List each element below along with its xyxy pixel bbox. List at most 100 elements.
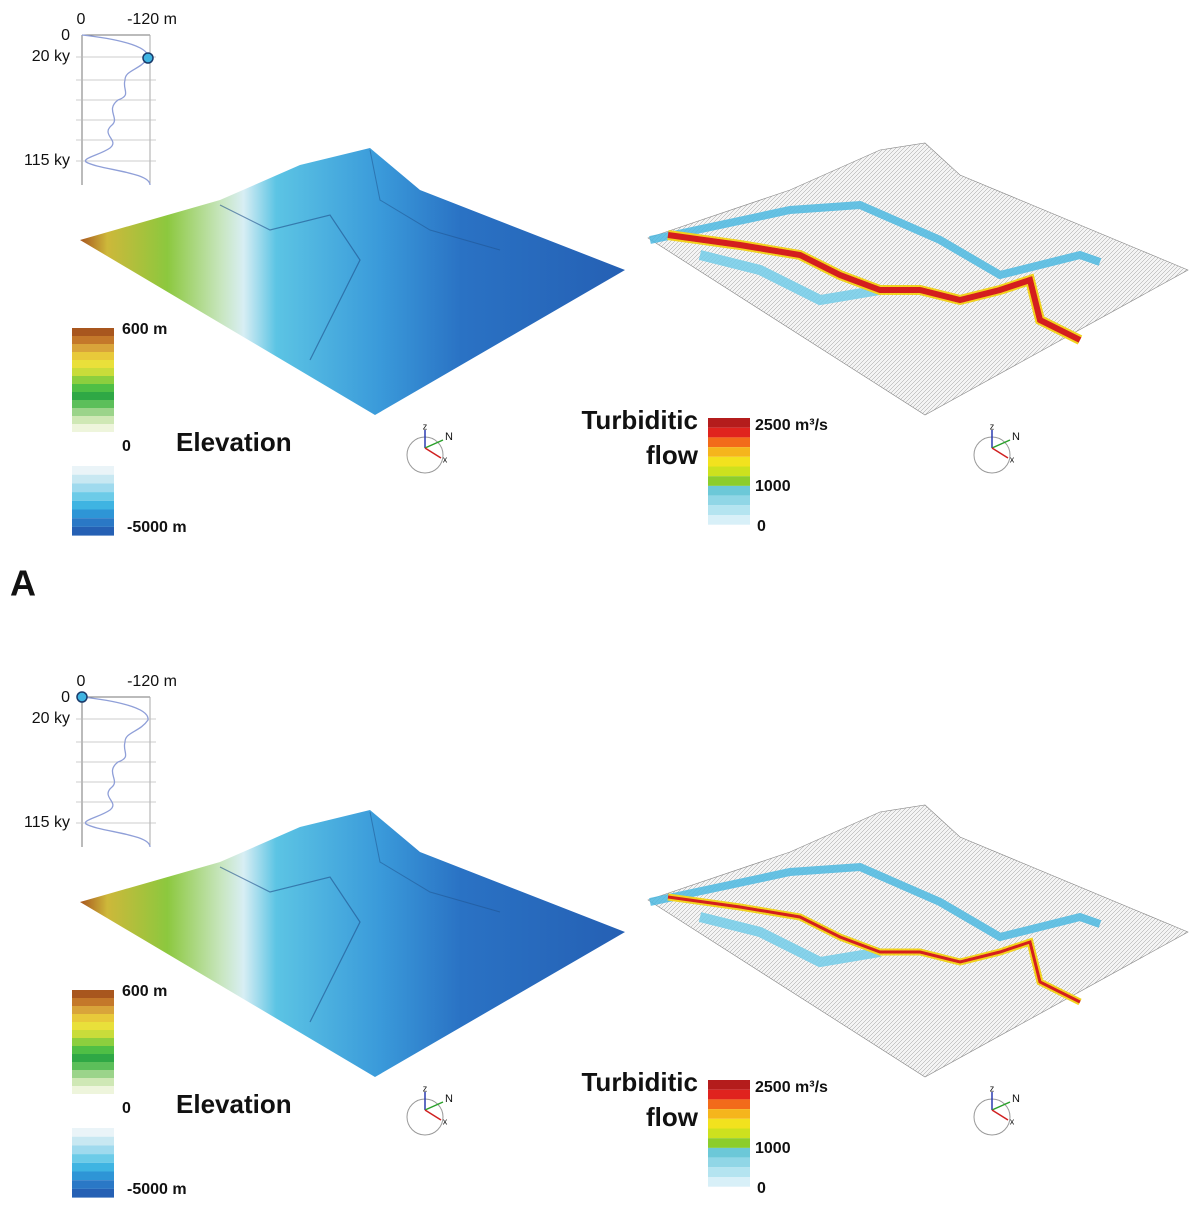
colorbar-label: 1000 [755, 478, 791, 495]
colorbar-segment [72, 1014, 114, 1022]
colorbar-segment [72, 1022, 114, 1030]
colorbar-segment [72, 376, 114, 384]
colorbar-segment [72, 1189, 114, 1198]
colorbar-segment [708, 1158, 750, 1168]
colorbar-segment [708, 505, 750, 515]
legend-title: Elevation [176, 427, 292, 457]
panel: 0-120 m020 ky115 ky600 m0-5000 mElevatio… [10, 673, 1188, 1223]
colorbar-segment [72, 998, 114, 1006]
y-axis-label: 115 ky [24, 814, 70, 831]
compass: zNx [974, 1083, 1020, 1135]
compass-axis [425, 1102, 443, 1110]
colorbar-segment [72, 1180, 114, 1189]
colorbar-segment [72, 1038, 114, 1046]
colorbar-segment [72, 1086, 114, 1094]
colorbar-segment [72, 408, 114, 416]
colorbar-segment [72, 1145, 114, 1154]
colorbar-segment [72, 1154, 114, 1163]
colorbar-segment [72, 1030, 114, 1038]
compass-axis [425, 440, 443, 448]
colorbar-segment [708, 1109, 750, 1119]
colorbar-segment [72, 360, 114, 368]
colorbar-label: 0 [122, 438, 131, 455]
colorbar-label: -5000 m [127, 1181, 187, 1198]
compass-axis [992, 448, 1008, 458]
colorbar-segment [72, 527, 114, 536]
y-axis-label: 20 ky [32, 48, 70, 65]
colorbar-segment [72, 483, 114, 492]
figure: 0-120 m020 ky115 ky600 m0-5000 mElevatio… [0, 0, 1189, 1223]
compass-label: x [443, 454, 448, 464]
compass-label: x [443, 1116, 448, 1126]
compass-label: z [990, 421, 995, 431]
sea-level-marker [143, 53, 153, 63]
compass-axis [992, 440, 1010, 448]
colorbar-segment [72, 1070, 114, 1078]
legend-title: Turbiditic [581, 1067, 698, 1097]
sea-level-curve [82, 35, 150, 185]
colorbar-segment [708, 1177, 750, 1187]
colorbar-segment [72, 336, 114, 344]
colorbar-segment [72, 344, 114, 352]
colorbar-segment [72, 1006, 114, 1014]
x-axis-label: 0 [77, 11, 86, 28]
panel: 0-120 m020 ky115 ky600 m0-5000 mElevatio… [10, 11, 1188, 603]
colorbar-segment [72, 392, 114, 400]
colorbar-label: 2500 m³/s [755, 1079, 828, 1096]
colorbar-segment [708, 447, 750, 457]
colorbar-label: -5000 m [127, 519, 187, 536]
colorbar-segment [708, 1167, 750, 1177]
y-axis-label: 20 ky [32, 710, 70, 727]
colorbar-segment [72, 384, 114, 392]
colorbar-label: 1000 [755, 1140, 791, 1157]
legend-title: Turbiditic [581, 405, 698, 435]
colorbar-segment [72, 466, 114, 475]
sea-level-plot: 0 -120 m 0 20 ky 115 ky [24, 673, 177, 847]
colorbar-segment [708, 486, 750, 496]
colorbar-segment [72, 1137, 114, 1146]
colorbar-segment [72, 328, 114, 336]
sea-level-marker [77, 692, 87, 702]
panel-label: A [10, 563, 36, 604]
compass-axis [425, 448, 441, 458]
colorbar-segment [708, 1119, 750, 1129]
colorbar-segment [72, 352, 114, 360]
compass-axis [992, 1110, 1008, 1120]
y-axis-label: 0 [61, 689, 70, 706]
colorbar-segment [708, 496, 750, 506]
colorbar-segment [708, 1099, 750, 1109]
colorbar-segment [72, 1172, 114, 1181]
colorbar-segment [708, 437, 750, 447]
compass-label: z [423, 421, 428, 431]
colorbar-segment [708, 457, 750, 467]
colorbar-segment [708, 515, 750, 525]
x-axis-label: -120 m [127, 11, 177, 28]
compass-label: N [445, 1093, 453, 1105]
elevation-terrain [80, 810, 625, 1077]
colorbar-label: 2500 m³/s [755, 417, 828, 434]
colorbar-label: 0 [757, 518, 766, 535]
colorbar-segment [708, 1090, 750, 1100]
colorbar-segment [72, 1078, 114, 1086]
compass: z Nx [974, 421, 1020, 473]
colorbar-label: 0 [757, 1180, 766, 1197]
compass-axis [425, 1110, 441, 1120]
x-axis-label: -120 m [127, 673, 177, 690]
elevation-terrain [80, 148, 625, 415]
legend-title: flow [646, 1102, 699, 1132]
colorbar-segment [708, 1138, 750, 1148]
compass-label: N [1012, 431, 1020, 443]
compass: zNx [407, 421, 453, 473]
sea-level-curve [82, 697, 150, 847]
colorbar-segment [708, 467, 750, 477]
compass-label: x [1010, 1116, 1015, 1126]
colorbar-segment [708, 1148, 750, 1158]
colorbar-segment [708, 1080, 750, 1090]
colorbar-segment [708, 428, 750, 438]
compass-label: x [1010, 454, 1015, 464]
compass-label: z [423, 1083, 428, 1093]
y-axis-label: 115 ky [24, 152, 70, 169]
x-axis-label: 0 [77, 673, 86, 690]
colorbar-segment [72, 990, 114, 998]
